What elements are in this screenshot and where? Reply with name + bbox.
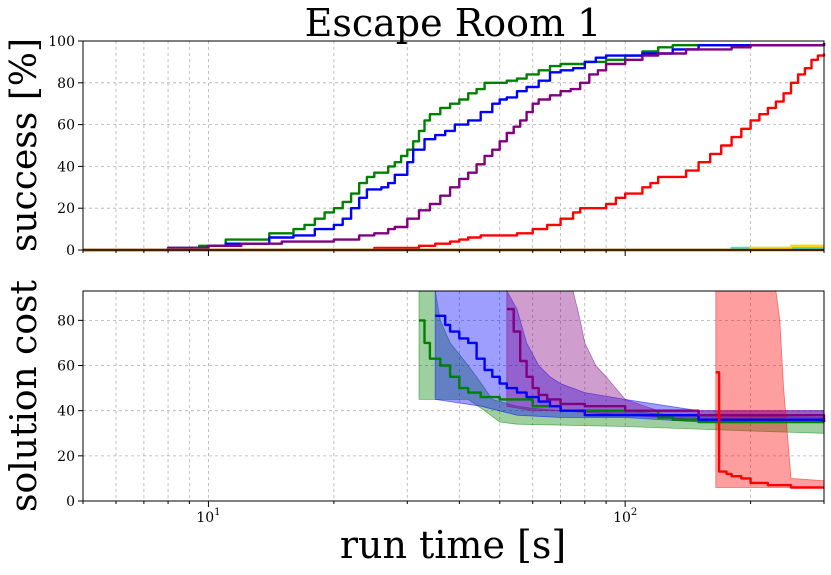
success-series <box>83 43 826 252</box>
success-blue-line <box>83 43 826 252</box>
solution-cost-red-band <box>715 290 825 488</box>
solution-cost-purple-line <box>506 307 826 422</box>
solution-cost-y-tick-label: 40 <box>57 404 75 420</box>
solution-cost-y-axis-label: solution cost <box>4 280 45 512</box>
success-y-tick-label: 20 <box>57 201 75 217</box>
success-y-tick-label: 100 <box>48 34 75 50</box>
solution-cost-y-ticks: 0 20 40 60 80 <box>57 313 83 510</box>
success-axes-frame <box>82 40 825 251</box>
success-x-ticks <box>82 250 825 256</box>
success-grid <box>82 40 825 251</box>
solution-cost-axes-frame <box>82 290 825 502</box>
solution-cost-blue-line <box>435 314 826 422</box>
solution-cost-panel: 0 20 40 60 80 101 102 solution cost <box>4 280 826 526</box>
success-green-line <box>83 43 826 252</box>
success-panel: 0 20 40 60 80 100 success [%] <box>4 34 826 259</box>
x-tick-label: 101 <box>196 507 220 526</box>
solution-cost-x-ticks: 101 102 <box>82 501 825 526</box>
success-y-tick-label: 80 <box>57 76 75 92</box>
chart-title: Escape Room 1 <box>305 1 602 45</box>
success-y-tick-label: 40 <box>57 159 75 175</box>
x-axis-label: run time [s] <box>340 523 566 567</box>
x-tick-label: 102 <box>613 507 637 526</box>
solution-cost-y-tick-label: 80 <box>57 313 75 329</box>
solution-cost-series <box>418 290 826 489</box>
success-y-tick-label: 60 <box>57 118 75 134</box>
success-y-axis-label: success [%] <box>4 38 45 252</box>
solution-cost-y-tick-label: 20 <box>57 449 75 465</box>
solution-cost-y-tick-label: 0 <box>66 494 75 510</box>
solution-cost-y-tick-label: 60 <box>57 359 75 375</box>
success-y-tick-label: 0 <box>66 243 75 259</box>
solution-cost-red-line <box>715 371 824 489</box>
success-red-line <box>83 53 826 252</box>
success-y-ticks: 0 20 40 60 80 100 <box>48 34 83 259</box>
success-purple-line <box>83 43 826 252</box>
